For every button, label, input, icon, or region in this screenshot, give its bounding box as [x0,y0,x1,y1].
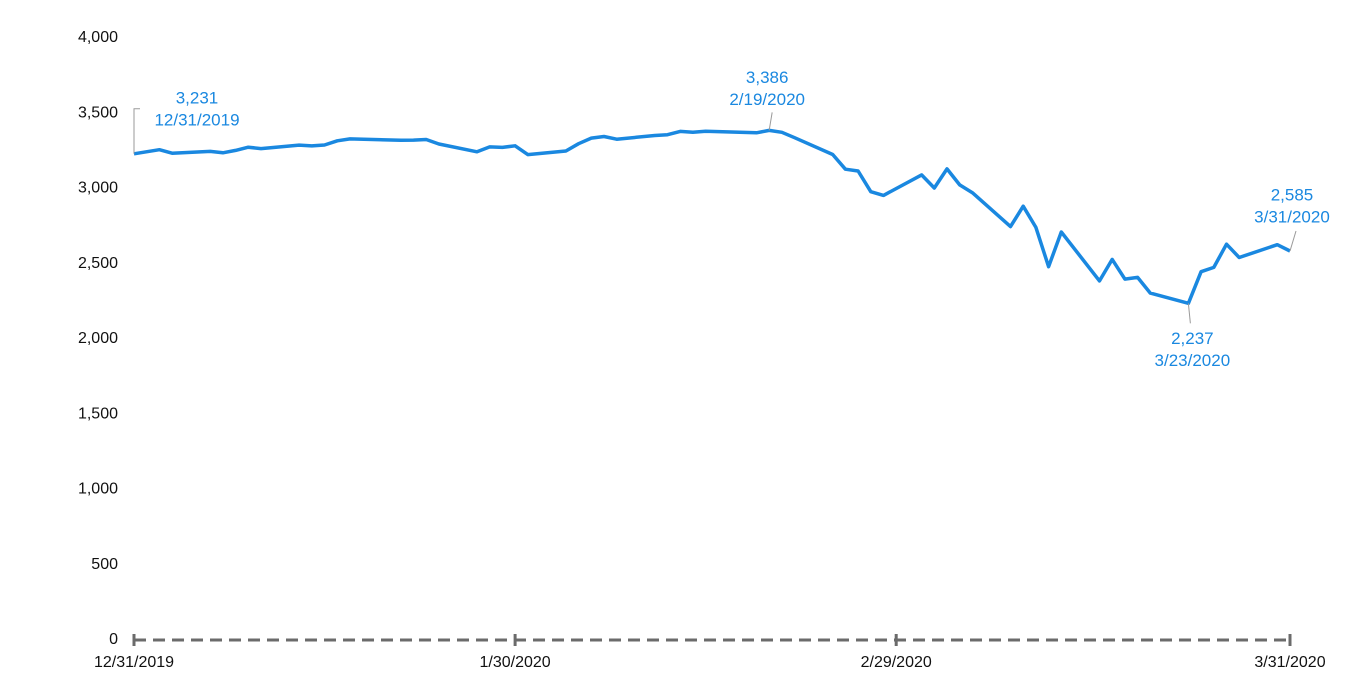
annotation-date: 12/31/2019 [154,110,239,129]
x-tick-label: 12/31/2019 [94,654,174,671]
y-tick-label: 1,000 [78,481,118,498]
leader-line [1187,303,1191,324]
y-tick-label: 2,500 [78,255,118,272]
annotation-value: 2,237 [1171,329,1214,348]
y-tick-label: 3,500 [78,104,118,121]
y-tick-label: 2,000 [78,330,118,347]
y-tick-label: 500 [91,556,118,573]
annotation-date: 3/23/2020 [1155,351,1231,370]
leader-line [133,108,140,154]
y-tick-label: 4,000 [78,29,118,46]
y-tick-label: 1,500 [78,405,118,422]
y-tick-label: 0 [109,631,118,648]
annotation-date: 2/19/2020 [729,90,805,109]
y-tick-label: 3,000 [78,180,118,197]
x-tick-label: 2/29/2020 [861,654,932,671]
line [133,128,1291,306]
x-tick-label: 3/31/2020 [1254,654,1325,671]
annotation-date: 3/31/2020 [1254,208,1330,227]
leader-line [1289,230,1297,252]
annotation-value: 3,386 [746,68,789,87]
x-tick-label: 1/30/2020 [480,654,551,671]
annotation-value: 3,231 [176,88,219,107]
leader-line [768,112,773,131]
annotation-value: 2,585 [1271,186,1314,205]
